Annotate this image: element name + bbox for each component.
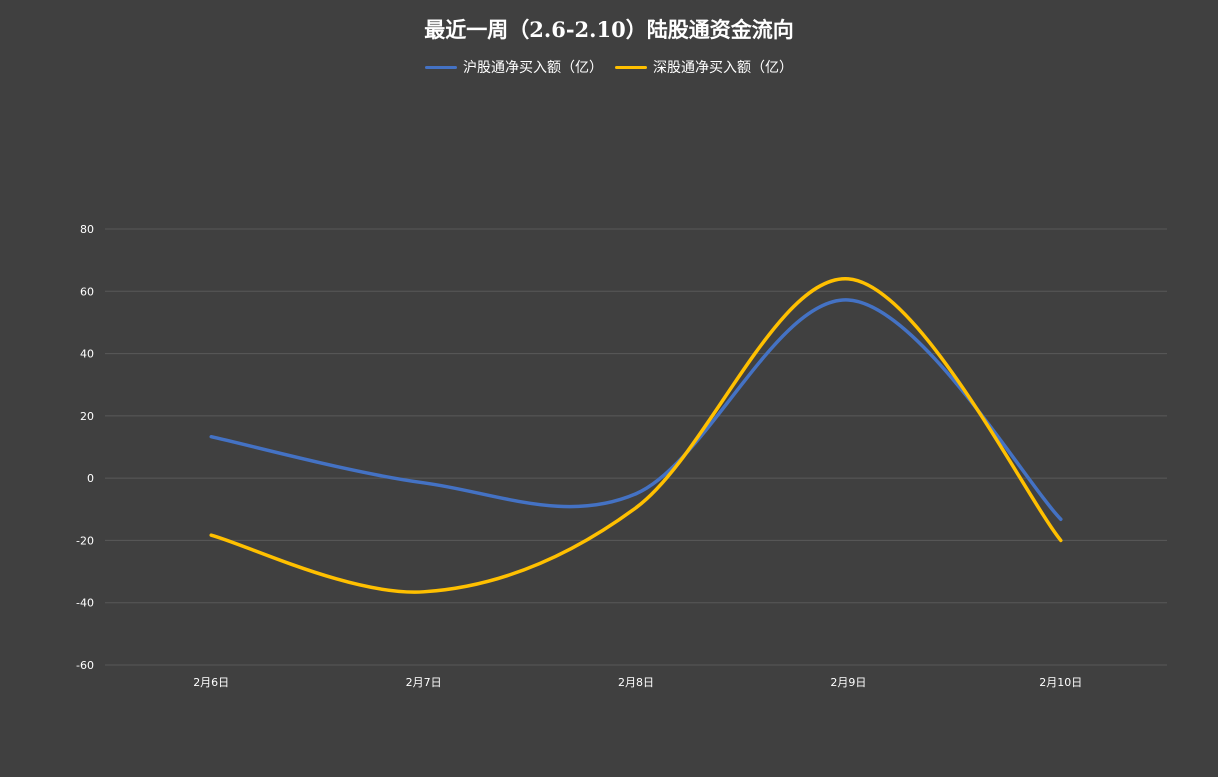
x-tick-label: 2月8日 [618, 676, 654, 689]
y-tick-label: -40 [76, 597, 94, 610]
y-tick-label: 0 [87, 472, 94, 485]
legend-swatch-sh [425, 65, 457, 69]
y-tick-label: 20 [80, 410, 94, 423]
series-line-sh [209, 298, 1063, 522]
legend: 沪股通净买入额（亿） 深股通净买入额（亿） [0, 57, 1218, 77]
series-lines [209, 277, 1063, 594]
y-axis-tick-labels: 80 60 40 20 0 -20 -40 -60 [76, 223, 94, 672]
series-line-sz [209, 277, 1063, 594]
y-tick-label: 60 [80, 285, 94, 298]
y-tick-label: 80 [80, 223, 94, 236]
legend-label-sh: 沪股通净买入额（亿） [463, 60, 603, 76]
legend-item-sz: 深股通净买入额（亿） [615, 57, 793, 77]
legend-item-sh: 沪股通净买入额（亿） [425, 57, 603, 77]
legend-swatch-sz [615, 65, 647, 69]
x-axis-tick-labels: 2月6日 2月7日 2月8日 2月9日 2月10日 [193, 676, 1082, 689]
x-tick-label: 2月7日 [406, 676, 442, 689]
x-tick-label: 2月9日 [830, 676, 866, 689]
gridlines [105, 228, 1167, 666]
y-tick-label: 40 [80, 348, 94, 361]
x-tick-label: 2月10日 [1039, 676, 1082, 689]
x-tick-label: 2月6日 [193, 676, 229, 689]
chart-title: 最近一周（2.6-2.10）陆股通资金流向 [424, 17, 794, 42]
y-tick-label: -20 [76, 534, 94, 547]
legend-label-sz: 深股通净买入额（亿） [653, 60, 793, 76]
y-tick-label: -60 [76, 659, 94, 672]
